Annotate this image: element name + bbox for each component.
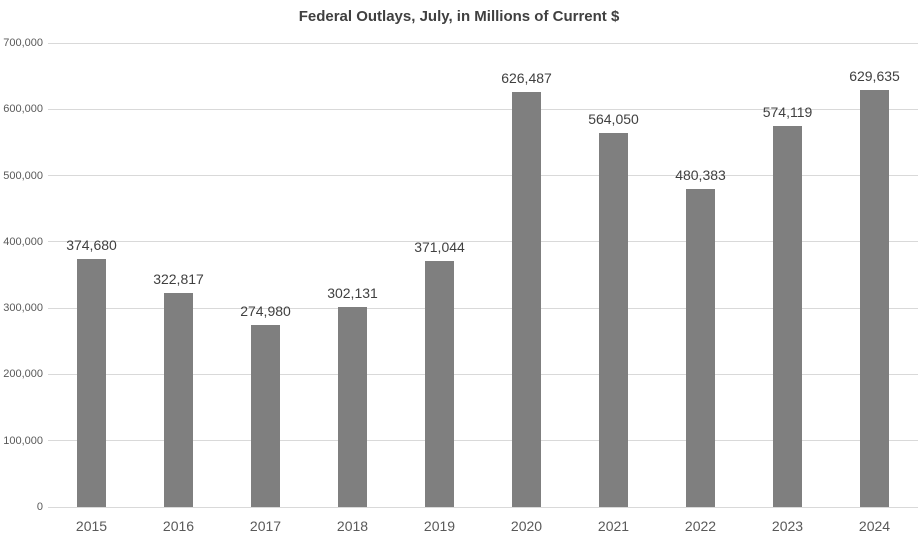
x-axis-tick-label: 2020 bbox=[510, 518, 543, 534]
bar-2015 bbox=[77, 258, 106, 507]
y-axis-tick-label: 600,000 bbox=[3, 103, 43, 116]
gridline bbox=[48, 42, 918, 44]
x-axis-tick-label: 2018 bbox=[336, 518, 369, 534]
y-axis-tick-label: 300,000 bbox=[3, 302, 43, 315]
bar-2019 bbox=[425, 261, 454, 507]
bar-value-label: 302,131 bbox=[327, 284, 378, 301]
y-axis-tick-label: 500,000 bbox=[3, 169, 43, 182]
plot-area bbox=[48, 42, 918, 508]
bar-value-label: 629,635 bbox=[849, 67, 900, 84]
gridline bbox=[48, 175, 918, 177]
gridline bbox=[48, 373, 918, 375]
gridline bbox=[48, 108, 918, 110]
y-axis-tick-label: 200,000 bbox=[3, 368, 43, 381]
x-axis-tick-label: 2023 bbox=[771, 518, 804, 534]
bar-2018 bbox=[338, 306, 367, 507]
bar-value-label: 480,383 bbox=[675, 166, 726, 183]
y-axis-tick-label: 0 bbox=[36, 501, 43, 513]
bar-value-label: 371,044 bbox=[414, 239, 465, 256]
x-axis-line bbox=[48, 507, 918, 508]
y-axis-tick-label: 700,000 bbox=[3, 37, 43, 49]
bar-2016 bbox=[164, 293, 193, 507]
bar-value-label: 374,680 bbox=[66, 236, 117, 253]
y-axis-tick-label: 400,000 bbox=[3, 235, 43, 248]
bar-2020 bbox=[512, 91, 541, 507]
gridline bbox=[48, 440, 918, 442]
x-axis-tick-label: 2015 bbox=[75, 518, 108, 534]
x-axis-tick-label: 2016 bbox=[162, 518, 195, 534]
y-axis-tick-label: 100,000 bbox=[3, 434, 43, 447]
x-axis-tick-label: 2019 bbox=[423, 518, 456, 534]
bar-2024 bbox=[860, 89, 889, 507]
chart-title: Federal Outlays, July, in Millions of Cu… bbox=[298, 8, 620, 25]
gridline bbox=[48, 307, 918, 309]
bar-2023 bbox=[773, 126, 802, 507]
x-axis-tick-label: 2024 bbox=[858, 518, 891, 534]
bar-value-label: 564,050 bbox=[588, 111, 639, 128]
bar-value-label: 322,817 bbox=[153, 271, 204, 288]
bar-2022 bbox=[686, 188, 715, 507]
x-axis-tick-label: 2021 bbox=[597, 518, 630, 534]
gridline bbox=[48, 241, 918, 243]
bar-2021 bbox=[599, 133, 628, 507]
bar-value-label: 626,487 bbox=[501, 69, 552, 86]
x-axis-tick-label: 2017 bbox=[249, 518, 282, 534]
bar-value-label: 574,119 bbox=[762, 104, 813, 121]
x-axis-tick-label: 2022 bbox=[684, 518, 717, 534]
bar-2017 bbox=[251, 324, 280, 507]
bar-value-label: 274,980 bbox=[240, 302, 291, 319]
